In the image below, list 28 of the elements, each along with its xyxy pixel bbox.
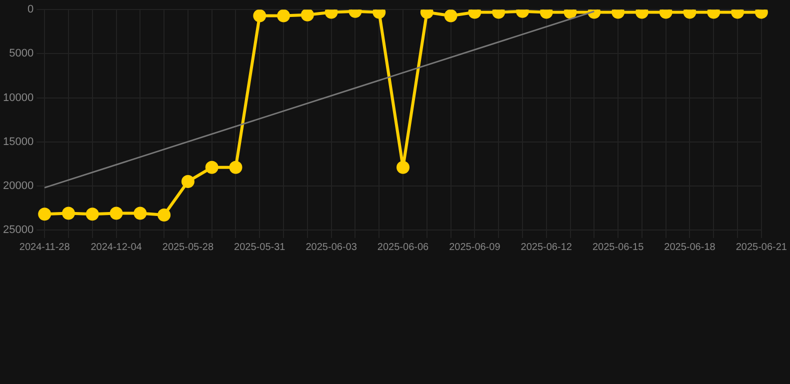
point bbox=[300, 10, 314, 22]
x-tick-label: 2025-06-06 bbox=[377, 242, 430, 253]
y-tick-label: 5000 bbox=[9, 48, 34, 60]
point bbox=[86, 208, 99, 221]
y-tick-label: 25000 bbox=[2, 224, 34, 236]
x-tick-label: 2025-06-18 bbox=[664, 242, 716, 253]
x-tick-label: 2024-11-28 bbox=[19, 242, 70, 253]
x-tick-label: 2025-06-21 bbox=[736, 242, 788, 253]
point bbox=[205, 160, 218, 174]
y-tick-label: 10000 bbox=[2, 92, 34, 104]
point bbox=[38, 208, 52, 221]
y-tick-label: 15000 bbox=[2, 136, 34, 148]
x-tick-label: 2025-06-15 bbox=[592, 242, 644, 253]
x-tick-label: 2025-06-12 bbox=[520, 242, 572, 253]
point bbox=[396, 160, 410, 174]
x-tick-label: 2025-05-31 bbox=[234, 242, 286, 253]
x-tick-label: 2024-12-04 bbox=[90, 242, 142, 253]
x-tick-label: 2025-05-28 bbox=[162, 242, 214, 253]
point bbox=[229, 160, 242, 174]
point bbox=[134, 206, 147, 220]
x-tick-label: 2025-06-09 bbox=[449, 242, 501, 253]
y-tick-label: 0 bbox=[27, 4, 34, 16]
point bbox=[158, 208, 171, 222]
point bbox=[62, 206, 75, 220]
point bbox=[110, 206, 123, 220]
point bbox=[181, 175, 194, 188]
y-tick-label: 20000 bbox=[2, 180, 34, 192]
x-tick-label: 2025-06-03 bbox=[306, 242, 358, 253]
